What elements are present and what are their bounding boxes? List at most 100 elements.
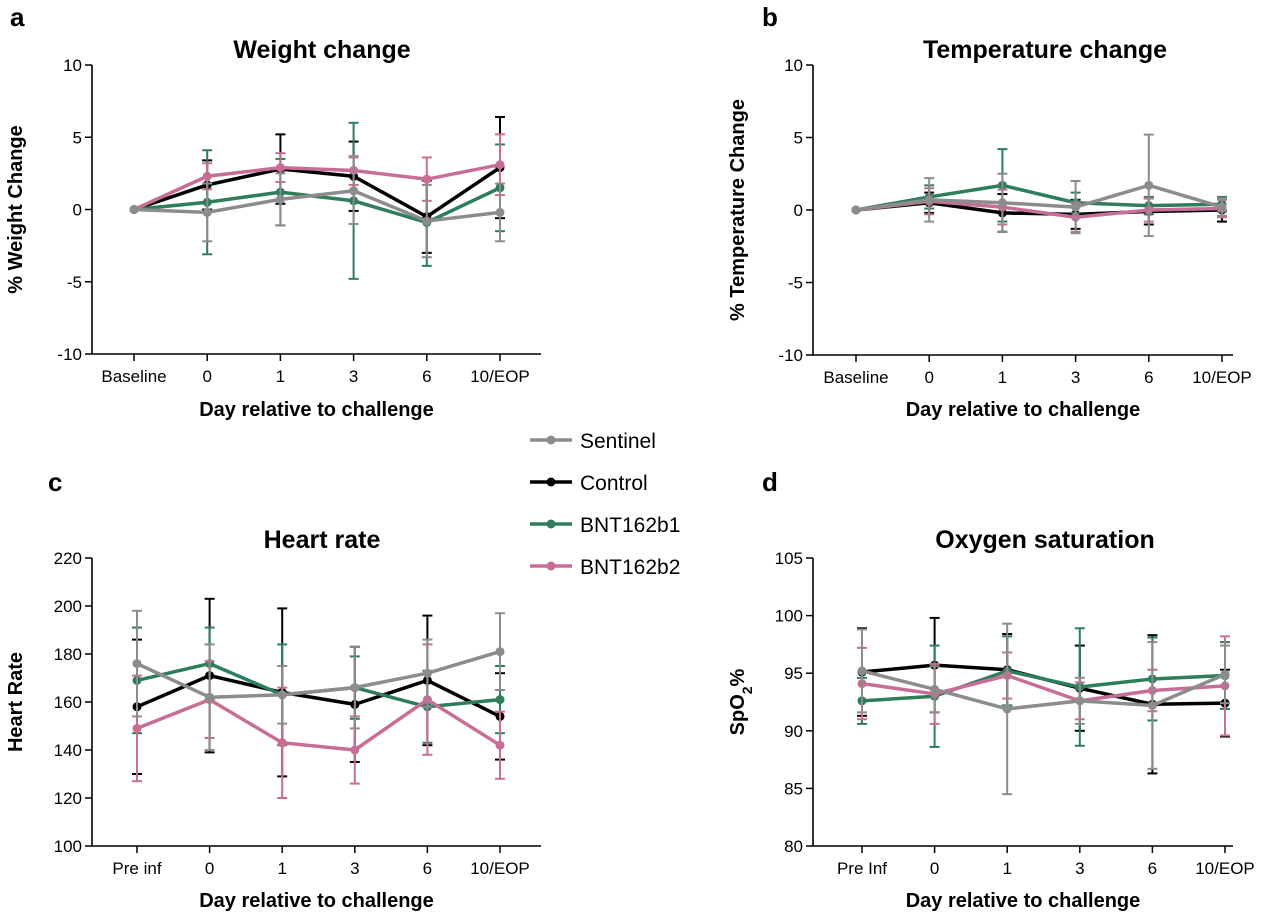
data-point <box>495 647 505 657</box>
y-tick-label: 120 <box>54 789 82 808</box>
y-tick-label: 160 <box>54 693 82 712</box>
x-tick-label: Pre inf <box>112 859 161 878</box>
y-tick-label: -5 <box>67 273 82 292</box>
legend-label: BNT162b2 <box>580 556 680 579</box>
legend: Sentinel Control BNT162b1 BNT162b2 <box>530 430 680 579</box>
data-point <box>275 194 285 204</box>
panel-c: c Heart rate 100 120 140 160 180 200 220 Pre inf 0… <box>5 467 541 912</box>
panel-a: a Weight change -10 -5 0 5 10 Baseline 0 1 3 6 10/EO… <box>5 2 541 421</box>
series-sentinel <box>132 609 505 751</box>
x-tick-label: 3 <box>1075 859 1084 878</box>
chart-title: Heart rate <box>264 526 381 554</box>
data-point <box>202 171 212 181</box>
data-point <box>132 659 142 669</box>
y-tick-label: 105 <box>775 549 803 568</box>
x-tick-label: 3 <box>1071 368 1080 387</box>
x-tick-label: 1 <box>1002 859 1011 878</box>
series-line <box>133 166 501 219</box>
data-point <box>851 205 861 215</box>
data-point <box>422 216 432 226</box>
data-point <box>1071 202 1081 212</box>
data-point <box>132 723 142 733</box>
y-tick-label: 100 <box>54 837 82 856</box>
y-tick-label: 80 <box>784 837 803 856</box>
legend-item-sentinel: Sentinel <box>530 430 656 453</box>
data-point <box>202 207 212 217</box>
legend-swatch-point <box>546 519 556 529</box>
data-point <box>1147 700 1157 710</box>
y-tick-label: 95 <box>784 664 803 683</box>
chart-title: Oxygen saturation <box>935 526 1155 554</box>
x-tick-label: 0 <box>205 859 214 878</box>
data-point <box>495 160 505 170</box>
legend-item-bnt162b2: BNT162b2 <box>530 556 680 579</box>
y-tick-label: 90 <box>784 722 803 741</box>
y-tick-label: 0 <box>794 201 803 220</box>
series-bnt162b2 <box>129 133 505 214</box>
y-tick-label: 5 <box>794 129 803 148</box>
legend-label: Sentinel <box>580 430 656 453</box>
series-sentinel <box>857 622 1230 796</box>
x-tick-label: 0 <box>930 859 939 878</box>
panel-letter: c <box>48 467 62 497</box>
x-tick-label: 0 <box>202 367 211 386</box>
y-tick-label: 85 <box>784 779 803 798</box>
data-point <box>495 740 505 750</box>
data-point <box>205 692 215 702</box>
panel-d: d Oxygen saturation 80 85 90 95 100 105 Pre Inf 0… <box>727 467 1255 912</box>
x-axis-label: Day relative to challenge <box>199 399 434 421</box>
x-tick-label: 10/EOP <box>470 367 530 386</box>
series-line <box>133 188 501 223</box>
legend-swatch-point <box>546 477 556 487</box>
series-line <box>136 649 501 699</box>
x-tick-label: 3 <box>350 859 359 878</box>
y-tick-label: 220 <box>54 549 82 568</box>
y-axis-label: SpO2% <box>727 668 755 735</box>
series-line <box>855 183 1223 212</box>
y-tick-label: 200 <box>54 597 82 616</box>
series-line <box>133 162 501 212</box>
series-line <box>861 669 1226 703</box>
data-point <box>857 666 867 676</box>
x-tick-label: 10/EOP <box>1192 368 1252 387</box>
y-tick-label: 10 <box>63 56 82 75</box>
series-line <box>136 673 501 718</box>
series-sentinel <box>129 156 505 259</box>
data-point <box>495 695 505 705</box>
data-point <box>350 683 360 693</box>
legend-item-control: Control <box>530 472 648 495</box>
data-point <box>277 690 287 700</box>
y-tick-label: 5 <box>73 128 82 147</box>
panel-letter: a <box>10 2 25 32</box>
x-tick-label: 10/EOP <box>1195 859 1255 878</box>
y-tick-label: -5 <box>788 274 803 293</box>
y-tick-label: -10 <box>778 346 803 365</box>
y-axis-label: % Temperature Change <box>727 99 749 321</box>
legend-swatch-point <box>546 561 556 571</box>
x-tick-label: 6 <box>422 367 431 386</box>
x-tick-label: Baseline <box>101 367 166 386</box>
series-line <box>855 183 1223 212</box>
data-point <box>349 186 359 196</box>
data-point <box>1144 180 1154 190</box>
legend-swatch-point <box>546 435 556 445</box>
series-line <box>861 673 1226 703</box>
y-tick-label: 100 <box>775 607 803 626</box>
x-tick-label: Baseline <box>823 368 888 387</box>
legend-label: Control <box>580 472 648 495</box>
x-tick-label: 10/EOP <box>470 859 530 878</box>
data-point <box>930 684 940 694</box>
x-axis-label: Day relative to challenge <box>199 890 434 912</box>
series-bnt162b2 <box>857 635 1230 737</box>
data-point <box>495 207 505 217</box>
y-axis-label: Heart Rate <box>5 652 27 752</box>
panel-letter: b <box>762 2 778 32</box>
y-axis-label: % Weight Change <box>5 125 27 294</box>
data-point <box>129 205 139 214</box>
x-tick-label: 0 <box>924 368 933 387</box>
data-point <box>1217 202 1227 212</box>
data-point <box>277 738 287 748</box>
data-point <box>422 668 432 678</box>
y-tick-label: -10 <box>57 345 82 364</box>
